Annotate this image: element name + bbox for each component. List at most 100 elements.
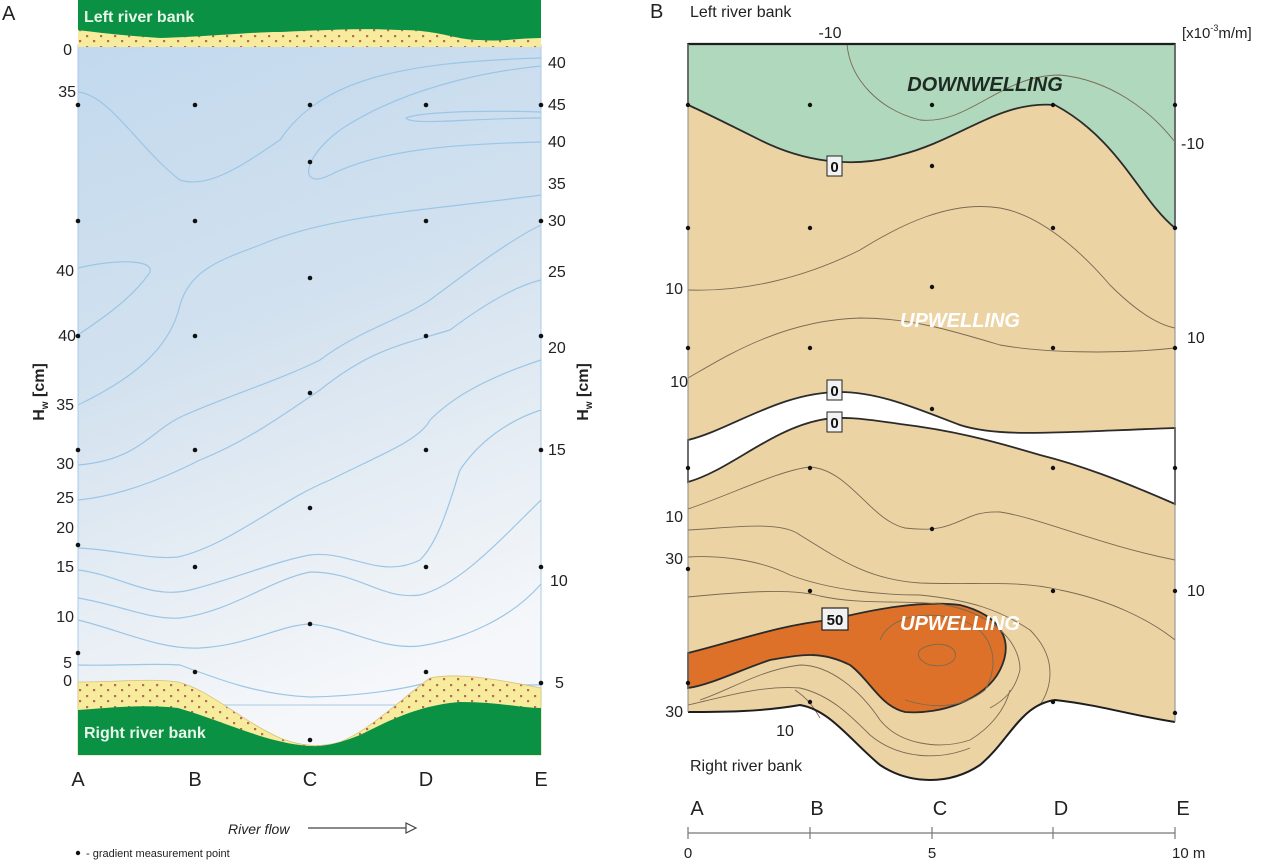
panel-b-letter: B — [650, 1, 663, 23]
scale-label: 0 — [684, 845, 692, 861]
scale-label: 10 m — [1172, 845, 1205, 861]
point — [929, 406, 935, 412]
tick-label: 40 — [56, 263, 74, 280]
fifty-contour-label: 50 — [821, 607, 849, 631]
contour-line — [688, 317, 1175, 379]
left-river-bank-a: Left river bank — [78, 0, 541, 47]
column-label: B — [810, 798, 823, 820]
point — [307, 102, 313, 108]
tick-label: 30 — [548, 213, 566, 230]
point — [307, 737, 313, 743]
contour-line — [78, 359, 541, 559]
contour-line — [78, 499, 541, 619]
point — [1172, 465, 1178, 471]
contour-value: 30 — [665, 551, 683, 568]
contour-line — [794, 689, 821, 719]
point — [1050, 699, 1056, 705]
water-area — [78, 45, 541, 755]
river-flow-indicator: River flow — [228, 821, 418, 837]
tick-label: 0 — [63, 42, 72, 59]
top-bank-label-b: Left river bank — [690, 4, 792, 21]
top-bank-label-a: Left river bank — [84, 9, 194, 26]
contour-line — [405, 110, 541, 123]
contour-line — [688, 206, 1175, 329]
point — [807, 345, 813, 351]
point — [538, 447, 544, 453]
tick-label: 45 — [548, 97, 566, 114]
column-labels-b: A B C D E — [690, 798, 1189, 820]
contour-line — [846, 44, 1175, 143]
right-bank-boundary — [687, 698, 1176, 781]
point — [1172, 102, 1178, 108]
point — [423, 333, 429, 339]
contour-value: 10 — [776, 723, 794, 740]
svg-text:Hw [cm]: Hw [cm] — [575, 363, 595, 421]
flow-arrow-head-icon — [405, 822, 418, 834]
right-axis-title-a: Hw [cm] — [575, 363, 595, 421]
tick-label: 20 — [548, 340, 566, 357]
column-label: D — [419, 769, 433, 791]
panel-a: A Left river bank — [2, 0, 595, 860]
legend: - gradient measurement point — [75, 848, 230, 860]
legend-point-icon — [75, 850, 81, 856]
point — [538, 564, 544, 570]
column-label: C — [933, 798, 947, 820]
column-label: A — [690, 798, 704, 820]
point — [1050, 465, 1056, 471]
point — [1050, 345, 1056, 351]
tick-label: 35 — [548, 176, 566, 193]
panel-a-letter: A — [2, 3, 16, 25]
point — [1172, 225, 1178, 231]
right-ticks-a: 40 45 40 35 30 25 20 15 10 5 — [548, 55, 568, 692]
column-label: D — [1054, 798, 1068, 820]
tick-label: 40 — [58, 328, 76, 345]
neutral-band — [687, 391, 1176, 506]
tick-label: 25 — [56, 490, 74, 507]
contour-line — [699, 664, 1011, 746]
point — [685, 345, 691, 351]
point — [307, 621, 313, 627]
zero-contour-label: 0 — [826, 379, 843, 401]
point — [807, 225, 813, 231]
point — [929, 163, 935, 169]
point — [685, 225, 691, 231]
scale-label: 5 — [928, 845, 936, 861]
contour-value-labels-b: -10 -10 10 10 10 10 10 30 30 10 — [665, 25, 1205, 740]
point — [192, 218, 198, 224]
contour-line — [688, 525, 1175, 641]
point — [1050, 225, 1056, 231]
measurement-points-a — [75, 102, 544, 743]
point — [192, 447, 198, 453]
point — [685, 566, 691, 572]
panel-b: B Left river bank [x10-3m/m] — [650, 1, 1252, 861]
point — [423, 102, 429, 108]
left-ticks-a: 0 35 40 40 35 30 25 20 15 10 5 0 — [56, 42, 76, 690]
point — [423, 447, 429, 453]
hw-contours — [78, 57, 541, 698]
point — [192, 564, 198, 570]
point — [807, 699, 813, 705]
scale-bar: 0 5 10 m — [684, 827, 1205, 861]
point — [192, 669, 198, 675]
svg-text:50: 50 — [827, 612, 844, 629]
point — [423, 564, 429, 570]
measurement-points-b — [685, 102, 1178, 716]
contour-line — [78, 261, 151, 336]
point — [307, 390, 313, 396]
contour-line — [688, 556, 1051, 706]
point — [685, 102, 691, 108]
svg-text:0: 0 — [830, 159, 838, 176]
tick-label: 35 — [56, 397, 74, 414]
point — [685, 465, 691, 471]
zero-contour-label: 0 — [826, 411, 843, 433]
point — [75, 447, 81, 453]
bottom-bank-label-b: Right river bank — [690, 758, 803, 775]
contour-value: -10 — [818, 25, 841, 42]
svg-text:0: 0 — [830, 383, 838, 400]
tick-label: 40 — [548, 55, 566, 72]
column-labels-a: A B C D E — [71, 769, 547, 791]
point — [192, 102, 198, 108]
point — [1172, 588, 1178, 594]
point — [1172, 710, 1178, 716]
